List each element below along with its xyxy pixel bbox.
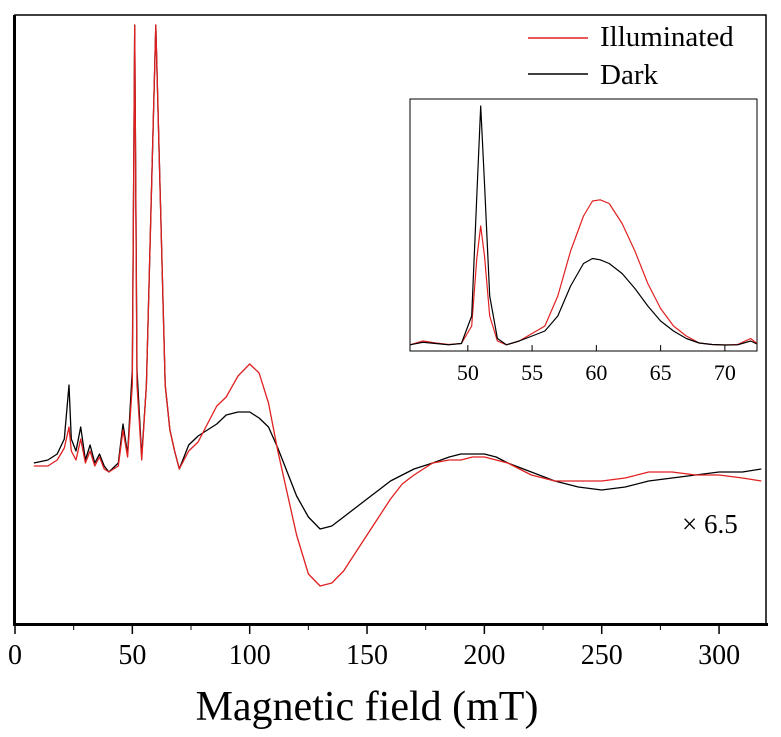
x-axis-title: Magnetic field (mT) [196, 684, 539, 730]
inset-x-tick-label: 70 [714, 360, 736, 385]
inset-series-line-illuminated [409, 199, 758, 346]
inset-x-tick-label: 55 [521, 360, 543, 385]
x-tick-label: 50 [118, 640, 146, 671]
main-plot: 0 50 100 150 200 250 300 [8, 14, 768, 671]
inset-series-layer [409, 105, 758, 346]
main-series-layer [33, 24, 762, 587]
inset-x-ticks: 50 55 60 65 70 [457, 345, 736, 385]
legend-label-illuminated: Illuminated [600, 21, 734, 53]
inset-x-tick-label: 50 [457, 360, 479, 385]
scale-factor-annotation: × 6.5 [682, 509, 738, 539]
main-x-ticks: 0 50 100 150 200 250 300 [8, 624, 740, 671]
legend-label-dark: Dark [600, 59, 658, 91]
inset-x-tick-label: 65 [650, 360, 672, 385]
main-plot-left-spine [13, 15, 16, 624]
series-line-dark [33, 24, 762, 530]
x-tick-label: 150 [346, 640, 388, 671]
x-tick-label: 0 [8, 640, 22, 671]
legend: Illuminated Dark [528, 21, 734, 91]
x-tick-label: 100 [229, 640, 271, 671]
main-plot-bottom-spine [13, 623, 768, 626]
x-tick-label: 200 [463, 640, 505, 671]
series-line-illuminated [33, 24, 762, 587]
inset-frame [409, 98, 758, 352]
x-tick-label: 300 [698, 640, 740, 671]
x-tick-label: 250 [581, 640, 623, 671]
inset-plot: 50 55 60 65 70 [409, 98, 758, 385]
inset-x-tick-label: 60 [585, 360, 607, 385]
inset-series-line-dark [409, 105, 758, 346]
